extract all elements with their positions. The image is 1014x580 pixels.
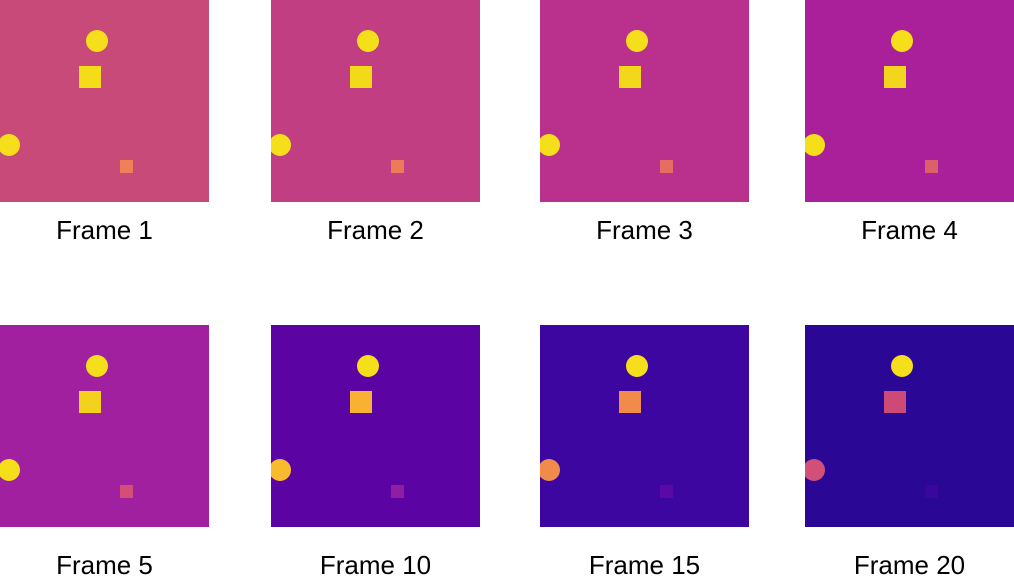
small-square-marker xyxy=(391,160,404,173)
frame-image-15 xyxy=(540,325,749,527)
frame-label-4: Frame 4 xyxy=(805,215,1014,245)
small-square-marker xyxy=(660,160,673,173)
center-square-marker xyxy=(350,66,372,88)
small-square-marker xyxy=(120,485,133,498)
left-circle-marker xyxy=(540,134,560,156)
center-square-marker xyxy=(79,391,101,413)
top-circle-marker xyxy=(891,30,913,52)
frame-label-15: Frame 15 xyxy=(540,550,749,580)
top-circle-marker xyxy=(626,355,648,377)
center-square-marker xyxy=(884,391,906,413)
top-circle-marker xyxy=(357,30,379,52)
center-square-marker xyxy=(619,66,641,88)
left-circle-marker xyxy=(0,134,20,156)
frame-label-1: Frame 1 xyxy=(0,215,209,245)
top-circle-marker xyxy=(891,355,913,377)
left-circle-marker xyxy=(271,459,291,481)
left-circle-marker xyxy=(540,459,560,481)
left-circle-marker xyxy=(0,459,20,481)
frame-label-2: Frame 2 xyxy=(271,215,480,245)
frame-label-5: Frame 5 xyxy=(0,550,209,580)
small-square-marker xyxy=(925,485,938,498)
top-circle-marker xyxy=(357,355,379,377)
frame-label-10: Frame 10 xyxy=(271,550,480,580)
small-square-marker xyxy=(925,160,938,173)
top-circle-marker xyxy=(86,30,108,52)
small-square-marker xyxy=(660,485,673,498)
left-circle-marker xyxy=(271,134,291,156)
top-circle-marker xyxy=(626,30,648,52)
left-circle-marker xyxy=(805,459,825,481)
top-circle-marker xyxy=(86,355,108,377)
frame-image-2 xyxy=(271,0,480,202)
frame-label-20: Frame 20 xyxy=(805,550,1014,580)
frame-image-3 xyxy=(540,0,749,202)
frame-image-1 xyxy=(0,0,209,202)
frame-image-10 xyxy=(271,325,480,527)
center-square-marker xyxy=(619,391,641,413)
small-square-marker xyxy=(391,485,404,498)
center-square-marker xyxy=(79,66,101,88)
frame-image-20 xyxy=(805,325,1014,527)
left-circle-marker xyxy=(805,134,825,156)
frame-image-4 xyxy=(805,0,1014,202)
small-square-marker xyxy=(120,160,133,173)
frame-label-3: Frame 3 xyxy=(540,215,749,245)
center-square-marker xyxy=(350,391,372,413)
center-square-marker xyxy=(884,66,906,88)
frame-image-5 xyxy=(0,325,209,527)
